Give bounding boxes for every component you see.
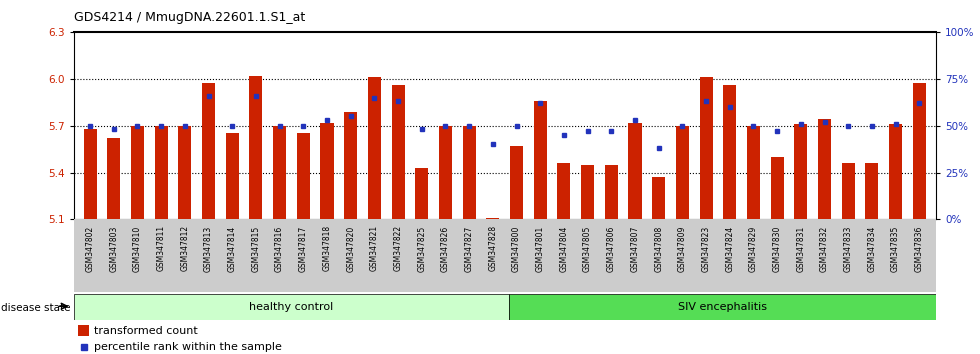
Bar bbox=[558, 163, 570, 219]
Bar bbox=[78, 325, 89, 336]
Text: GSM347820: GSM347820 bbox=[346, 225, 355, 272]
Bar bbox=[510, 146, 523, 219]
Text: GSM347805: GSM347805 bbox=[583, 225, 592, 272]
Bar bbox=[250, 76, 263, 219]
Text: GSM347828: GSM347828 bbox=[488, 225, 498, 272]
Bar bbox=[131, 126, 144, 219]
Bar bbox=[581, 165, 594, 219]
Text: GSM347829: GSM347829 bbox=[749, 225, 758, 272]
Bar bbox=[747, 126, 760, 219]
Text: GSM347815: GSM347815 bbox=[252, 225, 261, 272]
Bar bbox=[83, 129, 97, 219]
Bar bbox=[700, 77, 712, 219]
Bar bbox=[202, 84, 215, 219]
Text: GSM347818: GSM347818 bbox=[322, 225, 331, 272]
Bar bbox=[344, 112, 358, 219]
Bar bbox=[463, 126, 475, 219]
Text: GSM347831: GSM347831 bbox=[797, 225, 806, 272]
Bar bbox=[770, 157, 784, 219]
Bar bbox=[865, 163, 878, 219]
Text: GSM347833: GSM347833 bbox=[844, 225, 853, 272]
Text: disease state: disease state bbox=[1, 303, 71, 313]
Text: GSM347812: GSM347812 bbox=[180, 225, 189, 272]
Bar bbox=[534, 101, 547, 219]
Bar bbox=[676, 126, 689, 219]
Bar bbox=[912, 84, 926, 219]
Bar bbox=[510, 294, 936, 320]
Bar bbox=[107, 138, 121, 219]
Text: GSM347821: GSM347821 bbox=[369, 225, 379, 272]
Text: GSM347811: GSM347811 bbox=[157, 225, 166, 272]
Bar bbox=[652, 177, 665, 219]
Bar bbox=[392, 85, 405, 219]
Text: GSM347836: GSM347836 bbox=[914, 225, 924, 272]
Text: GSM347824: GSM347824 bbox=[725, 225, 734, 272]
Bar bbox=[605, 165, 617, 219]
Text: transformed count: transformed count bbox=[94, 326, 198, 336]
Bar bbox=[297, 133, 310, 219]
Text: GSM347830: GSM347830 bbox=[772, 225, 782, 272]
Text: GSM347825: GSM347825 bbox=[417, 225, 426, 272]
Text: GSM347808: GSM347808 bbox=[655, 225, 663, 272]
Text: GSM347826: GSM347826 bbox=[441, 225, 450, 272]
Bar bbox=[74, 294, 510, 320]
Text: percentile rank within the sample: percentile rank within the sample bbox=[94, 342, 282, 352]
Text: GSM347809: GSM347809 bbox=[678, 225, 687, 272]
Text: GSM347823: GSM347823 bbox=[702, 225, 710, 272]
Text: GSM347800: GSM347800 bbox=[512, 225, 521, 272]
Text: GSM347814: GSM347814 bbox=[227, 225, 237, 272]
Bar bbox=[486, 218, 500, 219]
Bar bbox=[320, 122, 333, 219]
Text: GSM347801: GSM347801 bbox=[536, 225, 545, 272]
Bar bbox=[818, 119, 831, 219]
Text: GSM347807: GSM347807 bbox=[630, 225, 640, 272]
Bar bbox=[439, 126, 452, 219]
Text: GSM347806: GSM347806 bbox=[607, 225, 615, 272]
Text: GSM347827: GSM347827 bbox=[465, 225, 473, 272]
Text: GSM347804: GSM347804 bbox=[560, 225, 568, 272]
Bar bbox=[889, 124, 903, 219]
Bar bbox=[723, 85, 736, 219]
Bar bbox=[178, 126, 191, 219]
Bar bbox=[416, 168, 428, 219]
Text: GSM347835: GSM347835 bbox=[891, 225, 900, 272]
Bar bbox=[225, 133, 239, 219]
Text: GSM347803: GSM347803 bbox=[110, 225, 119, 272]
Text: healthy control: healthy control bbox=[249, 302, 333, 312]
Bar bbox=[795, 124, 808, 219]
Bar bbox=[628, 122, 642, 219]
Text: GDS4214 / MmugDNA.22601.1.S1_at: GDS4214 / MmugDNA.22601.1.S1_at bbox=[74, 11, 305, 24]
Text: SIV encephalitis: SIV encephalitis bbox=[678, 302, 767, 312]
Bar bbox=[273, 126, 286, 219]
Text: GSM347832: GSM347832 bbox=[820, 225, 829, 272]
Bar bbox=[368, 77, 381, 219]
Bar bbox=[842, 163, 855, 219]
Text: GSM347834: GSM347834 bbox=[867, 225, 876, 272]
Text: GSM347810: GSM347810 bbox=[133, 225, 142, 272]
Text: GSM347817: GSM347817 bbox=[299, 225, 308, 272]
Bar bbox=[155, 126, 168, 219]
Text: GSM347816: GSM347816 bbox=[275, 225, 284, 272]
Text: GSM347822: GSM347822 bbox=[394, 225, 403, 272]
Text: GSM347802: GSM347802 bbox=[85, 225, 95, 272]
Text: GSM347813: GSM347813 bbox=[204, 225, 213, 272]
